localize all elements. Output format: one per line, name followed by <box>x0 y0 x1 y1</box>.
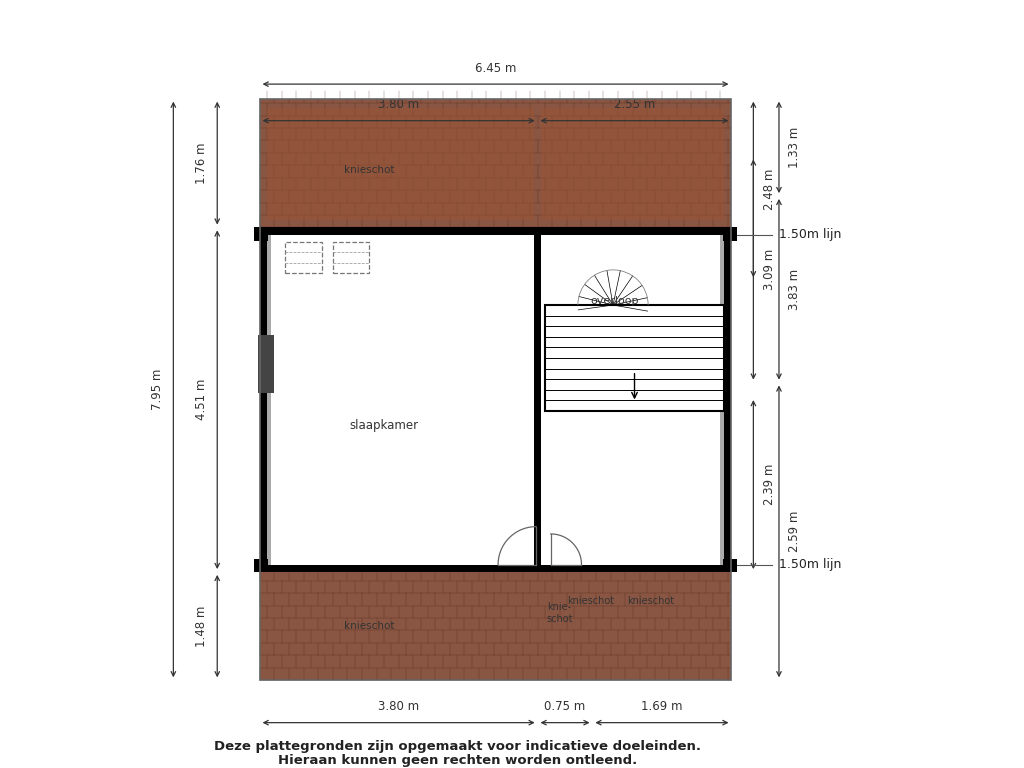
Text: 1.50m lijn: 1.50m lijn <box>779 558 842 571</box>
Bar <box>267 108 534 220</box>
Text: 1.48 m: 1.48 m <box>195 605 208 647</box>
Text: 2.55 m: 2.55 m <box>614 98 655 111</box>
Bar <box>258 335 274 393</box>
Text: slaapkamer: slaapkamer <box>349 419 419 432</box>
Text: 3.09 m: 3.09 m <box>763 249 776 290</box>
Text: 1.76 m: 1.76 m <box>195 142 208 184</box>
Bar <box>286 242 322 273</box>
Text: 1.69 m: 1.69 m <box>641 700 683 713</box>
Bar <box>260 227 267 572</box>
Bar <box>333 242 370 273</box>
Text: 2.39 m: 2.39 m <box>763 464 776 505</box>
Bar <box>542 235 724 564</box>
Text: 3.83 m: 3.83 m <box>788 269 802 310</box>
Text: knieschot: knieschot <box>344 165 394 175</box>
Bar <box>254 559 268 572</box>
Text: 1.33 m: 1.33 m <box>788 127 802 168</box>
Bar <box>534 235 542 564</box>
Text: knieschot: knieschot <box>344 621 394 631</box>
Text: knieschot: knieschot <box>566 596 613 606</box>
Text: overloop: overloop <box>590 296 639 306</box>
Bar <box>254 227 268 240</box>
Text: 0.75 m: 0.75 m <box>545 700 586 713</box>
Bar <box>260 99 731 680</box>
Text: 2.48 m: 2.48 m <box>763 169 776 210</box>
Bar <box>260 99 731 227</box>
Text: 4.51 m: 4.51 m <box>195 379 208 420</box>
Text: Hieraan kunnen geen rechten worden ontleend.: Hieraan kunnen geen rechten worden ontle… <box>278 753 637 766</box>
Bar <box>723 227 737 240</box>
Text: knieschot: knieschot <box>628 596 675 606</box>
Bar <box>542 108 724 220</box>
Bar <box>267 235 270 564</box>
Text: 6.45 m: 6.45 m <box>475 61 516 74</box>
Bar <box>545 305 724 411</box>
Bar <box>260 227 731 572</box>
Bar <box>260 564 731 572</box>
Text: 1.50m lijn: 1.50m lijn <box>779 228 842 241</box>
Bar <box>724 227 731 572</box>
Bar <box>260 572 731 680</box>
Bar <box>260 227 731 235</box>
Text: Deze plattegronden zijn opgemaakt voor indicatieve doeleinden.: Deze plattegronden zijn opgemaakt voor i… <box>214 740 700 753</box>
Bar <box>267 235 534 564</box>
Bar <box>721 235 724 564</box>
Text: 3.80 m: 3.80 m <box>378 98 419 111</box>
Text: knie-
schot: knie- schot <box>546 602 572 624</box>
Bar <box>723 559 737 572</box>
Text: 3.80 m: 3.80 m <box>378 700 419 713</box>
Text: 2.59 m: 2.59 m <box>788 511 802 552</box>
Text: 7.95 m: 7.95 m <box>151 369 164 410</box>
